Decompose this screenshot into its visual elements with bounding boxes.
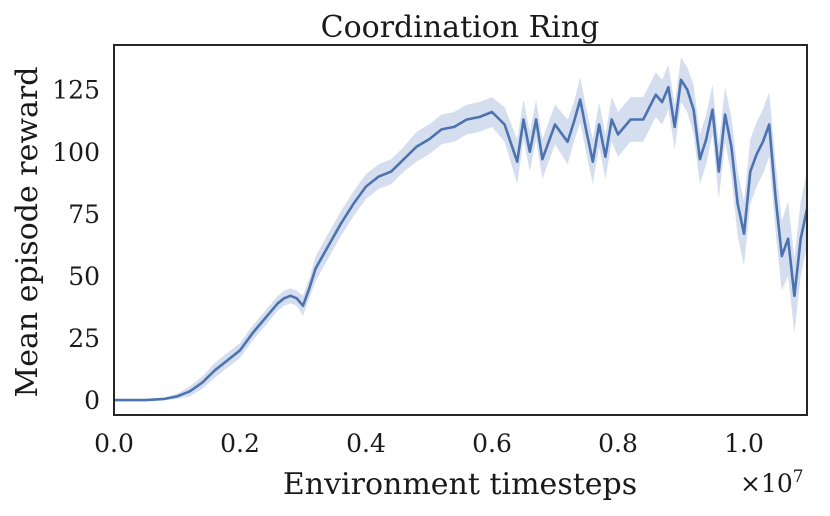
- confidence-band: [114, 57, 807, 401]
- plot-frame: [113, 44, 808, 416]
- series-line: [114, 78, 809, 402]
- plot-area: [113, 44, 809, 416]
- x-tick-label: 0.8: [598, 429, 638, 458]
- y-tick-label: 25: [68, 324, 100, 353]
- x-axis-ticks: 0.0 0.2 0.4 0.6 0.8 1.0: [94, 429, 764, 458]
- x-offset-base: ×10: [740, 469, 793, 498]
- x-axis-label: Environment timesteps: [283, 467, 637, 502]
- x-tick-label: 0.2: [220, 429, 260, 458]
- y-axis-ticks: 0 25 50 75 100 125: [52, 76, 100, 415]
- x-tick-label: 1.0: [724, 429, 764, 458]
- chart-title: Coordination Ring: [321, 10, 600, 45]
- x-tick-label: 0.0: [94, 429, 134, 458]
- y-tick-label: 125: [52, 76, 100, 105]
- y-tick-label: 75: [68, 200, 100, 229]
- x-tick-label: 0.6: [472, 429, 512, 458]
- y-tick-label: 0: [84, 386, 100, 415]
- y-axis-label: Mean episode reward: [10, 67, 45, 398]
- y-tick-label: 100: [52, 138, 100, 167]
- x-tick-label: 0.4: [346, 429, 386, 458]
- x-offset-exponent: 7: [793, 467, 804, 487]
- x-axis-offset-label: ×107: [740, 467, 804, 498]
- y-tick-label: 50: [68, 262, 100, 291]
